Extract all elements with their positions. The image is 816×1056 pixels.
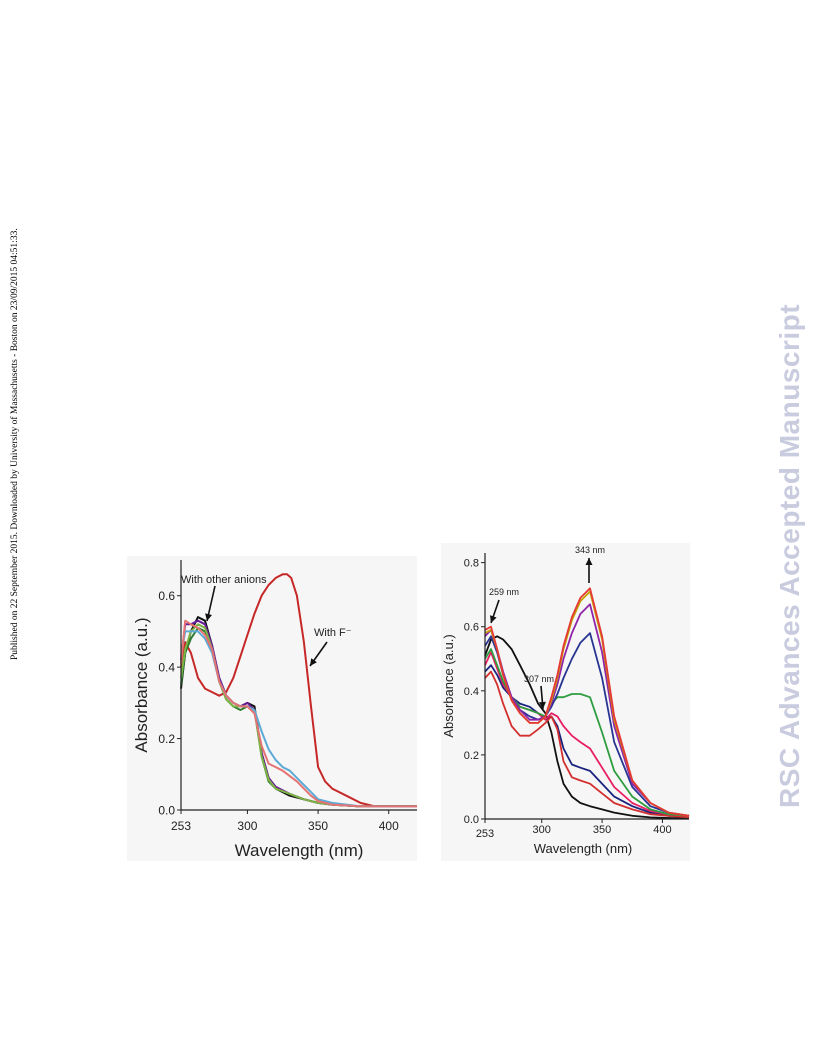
y-tick-label: 0.0 (464, 814, 479, 826)
x-tick-label: 253 (171, 819, 191, 833)
arrow-other-anions-head (205, 613, 212, 621)
chart-right: 253 300 350 400 0.0 0.2 0.4 0.6 0.8 Wavelength (n… (441, 545, 690, 856)
x-tick-label: 400 (379, 819, 399, 833)
series-line-4 (180, 619, 417, 808)
y-tick-label: 0.4 (464, 686, 479, 698)
arrow-307nm-head (538, 701, 546, 709)
y-tick-label: 0.8 (464, 558, 479, 570)
x-tick-label: 300 (533, 824, 551, 836)
x-tick-label: 400 (653, 824, 671, 836)
series-line-9 (484, 587, 690, 817)
y-tick-label: 0.0 (158, 803, 175, 817)
series-line-4 (484, 651, 690, 817)
manuscript-watermark: RSC Advances Accepted Manuscript (770, 240, 810, 810)
annotation-fluoride: With F⁻ (314, 627, 352, 639)
series-line-3 (484, 670, 690, 819)
chart-left-panel: 253 300 350 400 0.0 0.2 0.4 0.6 Wavelength (nm) A… (127, 556, 417, 861)
y-axis-title: Absorbance (a.u.) (441, 634, 456, 737)
annotation-259nm: 259 nm (489, 587, 519, 597)
chart-left: 253 300 350 400 0.0 0.2 0.4 0.6 Wavelength (nm) A… (132, 560, 417, 860)
arrow-343nm-head (585, 558, 593, 565)
chart-right-panel: 253 300 350 400 0.0 0.2 0.4 0.6 0.8 Wavelength (n… (441, 543, 690, 861)
x-tick-label: 350 (308, 819, 328, 833)
watermark-text: RSC Advances Accepted Manuscript (774, 303, 805, 808)
series-line-1 (180, 573, 417, 808)
x-tick-label: 300 (237, 819, 257, 833)
series-line-2 (180, 616, 417, 808)
series-line-1 (484, 635, 690, 820)
series-line-2 (484, 664, 690, 819)
y-tick-label: 0.6 (158, 589, 175, 603)
annotation-other-anions: With other anions (181, 574, 267, 586)
x-axis-title: Wavelength (nm) (235, 841, 364, 860)
series-line-6 (180, 630, 417, 808)
publication-note: Published on 22 September 2015. Download… (8, 90, 22, 670)
y-tick-label: 0.2 (464, 750, 479, 762)
annotation-307nm: 307 nm (524, 674, 554, 684)
x-axis-title: Wavelength (nm) (534, 841, 633, 856)
x-tick-label: 350 (593, 824, 611, 836)
arrow-fluoride-head (310, 658, 317, 666)
series-line-7 (484, 603, 690, 817)
y-tick-label: 0.4 (158, 660, 175, 674)
x-tick-label: 253 (476, 828, 494, 840)
publication-note-text: Published on 22 September 2015. Download… (10, 228, 20, 660)
series-line-6 (484, 632, 690, 817)
arrow-259nm-head (489, 615, 497, 623)
y-axis-title: Absorbance (a.u.) (132, 617, 151, 752)
y-tick-label: 0.2 (158, 732, 175, 746)
series-line-5 (484, 648, 690, 817)
annotation-343nm: 343 nm (575, 545, 605, 555)
series-line-7 (180, 619, 417, 808)
y-tick-label: 0.6 (464, 622, 479, 634)
